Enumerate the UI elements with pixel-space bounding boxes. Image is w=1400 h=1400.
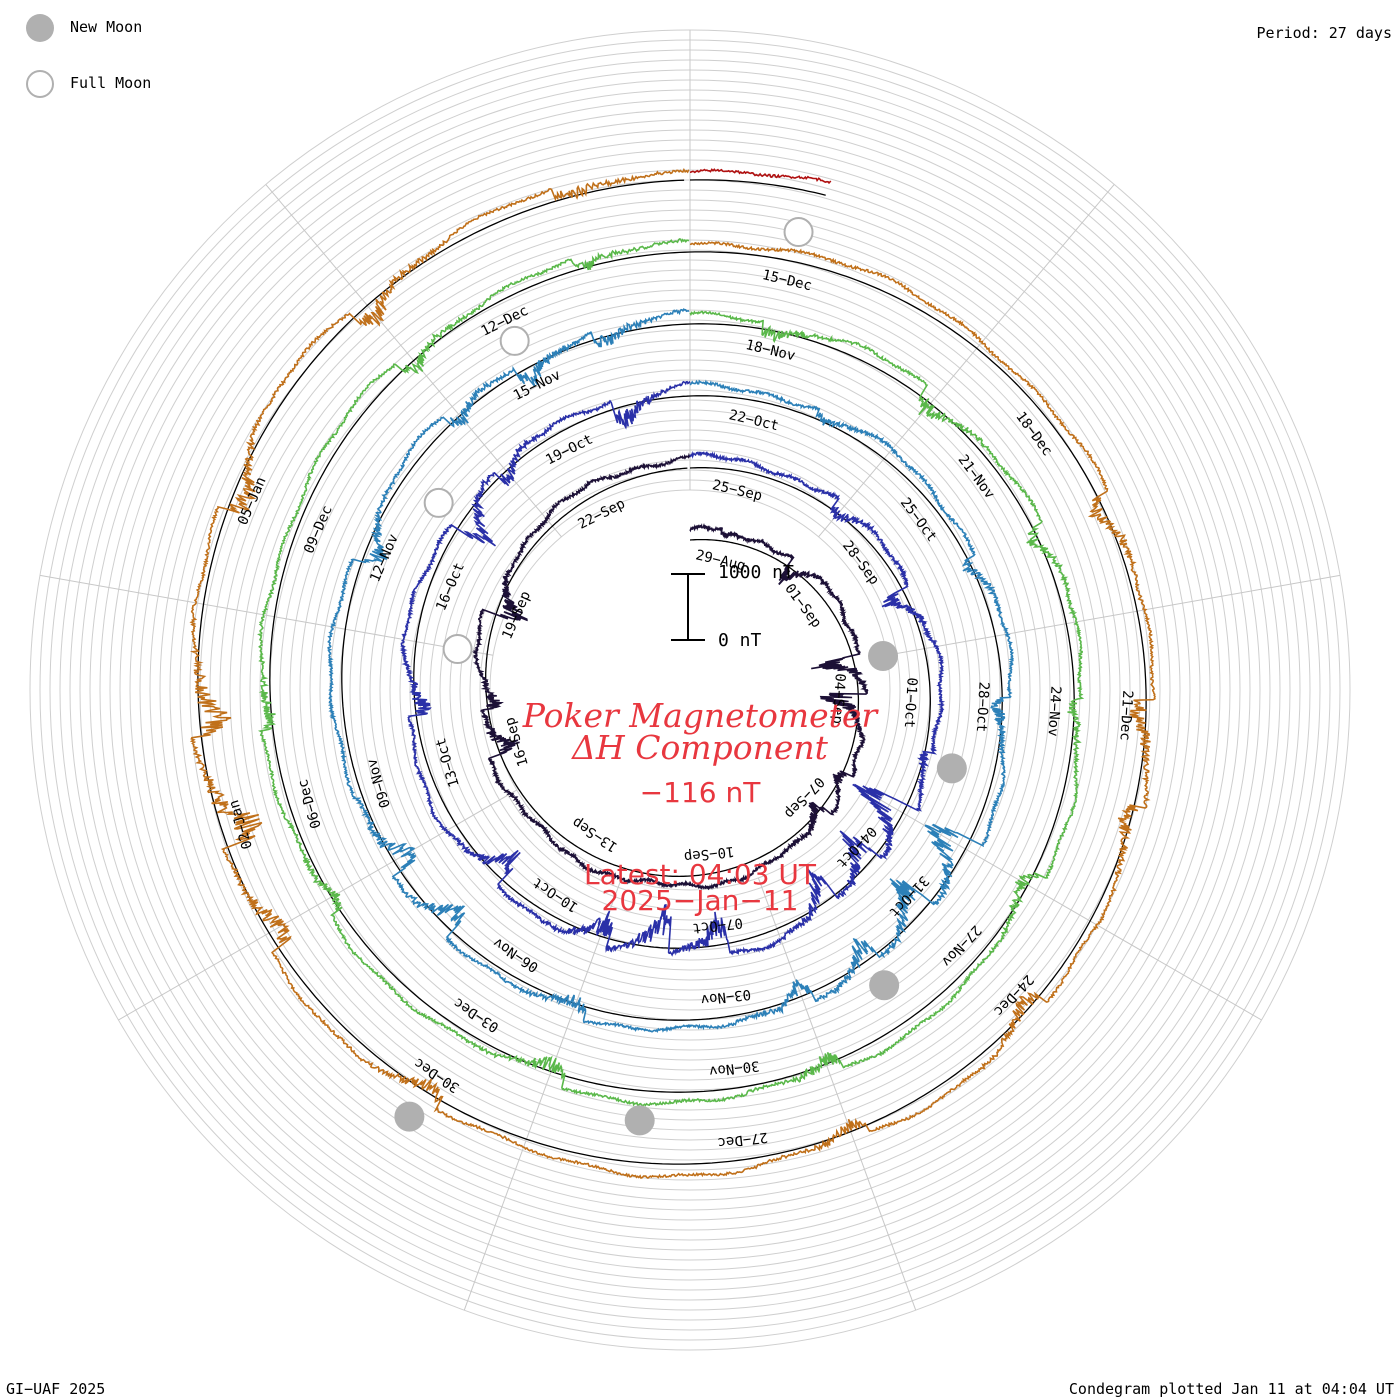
baseline-revolution-4 (197, 179, 1147, 1165)
date-tick-label: 03−Nov (700, 986, 752, 1008)
date-tick-label: 28−Oct (973, 681, 992, 732)
full-moon-marker-2 (499, 325, 530, 356)
date-tick-label: 01−Sep (781, 581, 824, 631)
date-tick-label: 04−Sep (829, 673, 848, 724)
series-line-2 (327, 307, 1015, 1033)
date-tick-label: 30−Nov (708, 1057, 760, 1079)
new-moon-label: New Moon (70, 18, 143, 36)
full-moon-marker-1 (423, 487, 454, 518)
date-tick-label: 24−Nov (1045, 686, 1064, 737)
grid-spoke (818, 184, 1115, 538)
date-tick-label: 28−Sep (839, 538, 882, 588)
date-tick-label: 13−Sep (570, 814, 621, 855)
date-tick-label: 01−Oct (901, 677, 920, 728)
date-tick-label: 25−Oct (897, 495, 940, 545)
new-moon-marker-1 (936, 753, 967, 784)
date-tick-label: 06−Nov (490, 934, 541, 975)
new-moon-marker-2 (869, 970, 900, 1001)
date-tick-label: 18−Nov (744, 337, 797, 364)
series-line-1 (399, 380, 946, 957)
baseline-revolution-0 (485, 467, 860, 878)
data-series (189, 168, 1156, 1179)
full-moon-marker-0 (442, 634, 473, 665)
date-tick-label: 10−Sep (683, 843, 735, 865)
grid-spoke (757, 877, 917, 1311)
grid-ring (489, 489, 891, 891)
chart-subtitle: ΔH Component (572, 728, 828, 767)
date-tick-label: 09−Dec (301, 503, 336, 556)
full-moon-label: Full Moon (70, 74, 152, 92)
full-moon-marker-3 (783, 217, 814, 248)
date-tick-label: 18−Dec (1012, 409, 1055, 459)
footer-credit: GI−UAF 2025 (6, 1380, 106, 1398)
date-tick-label: 21−Nov (955, 452, 998, 502)
date-tick-label: 07−Oct (691, 914, 743, 936)
series-line-4 (189, 168, 1156, 1179)
scale-bar (671, 573, 705, 641)
baseline-revolution-2 (341, 323, 1003, 1021)
date-tick-label: 27−Dec (717, 1129, 769, 1151)
current-value: −116 nT (639, 776, 761, 809)
date-tick-label: 12−Nov (367, 532, 402, 585)
full-moon-icon (26, 70, 54, 98)
grid-spoke (886, 574, 1341, 656)
date-tick-label: 03−Dec (451, 994, 502, 1035)
date-tick-label: 21−Dec (1116, 690, 1135, 741)
footer-plotted: Condegram plotted Jan 11 at 04:04 UT (1068, 1380, 1394, 1398)
scale-bottom-label: 0 nT (718, 630, 762, 651)
date-tick-label: 25−Sep (711, 477, 764, 504)
new-moon-marker-0 (868, 640, 899, 671)
chart-title: Poker Magnetometer (522, 696, 878, 735)
series-line-3 (257, 238, 1085, 1107)
new-moon-icon (26, 14, 54, 42)
new-moon-marker-3 (624, 1105, 655, 1136)
grid-spoke (118, 789, 518, 1021)
date-tick-label: 22−Oct (727, 407, 780, 434)
baseline-revolution-5 (689, 179, 826, 196)
baseline-revolution-3 (269, 251, 1075, 1093)
latest-time: Latest: 04:03 UT (583, 858, 817, 891)
period-label: Period: 27 days (1256, 24, 1392, 42)
grid-spoke (463, 877, 623, 1311)
series-line-5 (689, 168, 832, 185)
moon-phase-markers (394, 217, 967, 1136)
new-moon-marker-4 (394, 1101, 425, 1132)
grid-spoke (39, 574, 494, 656)
date-tick-label: 27−Nov (938, 922, 984, 970)
scale-top-label: 1000 nT (718, 562, 794, 583)
series-line-0 (472, 452, 869, 891)
latest-date: 2025−Jan−11 (601, 884, 799, 917)
date-tick-label: 02−Jan (226, 798, 256, 851)
